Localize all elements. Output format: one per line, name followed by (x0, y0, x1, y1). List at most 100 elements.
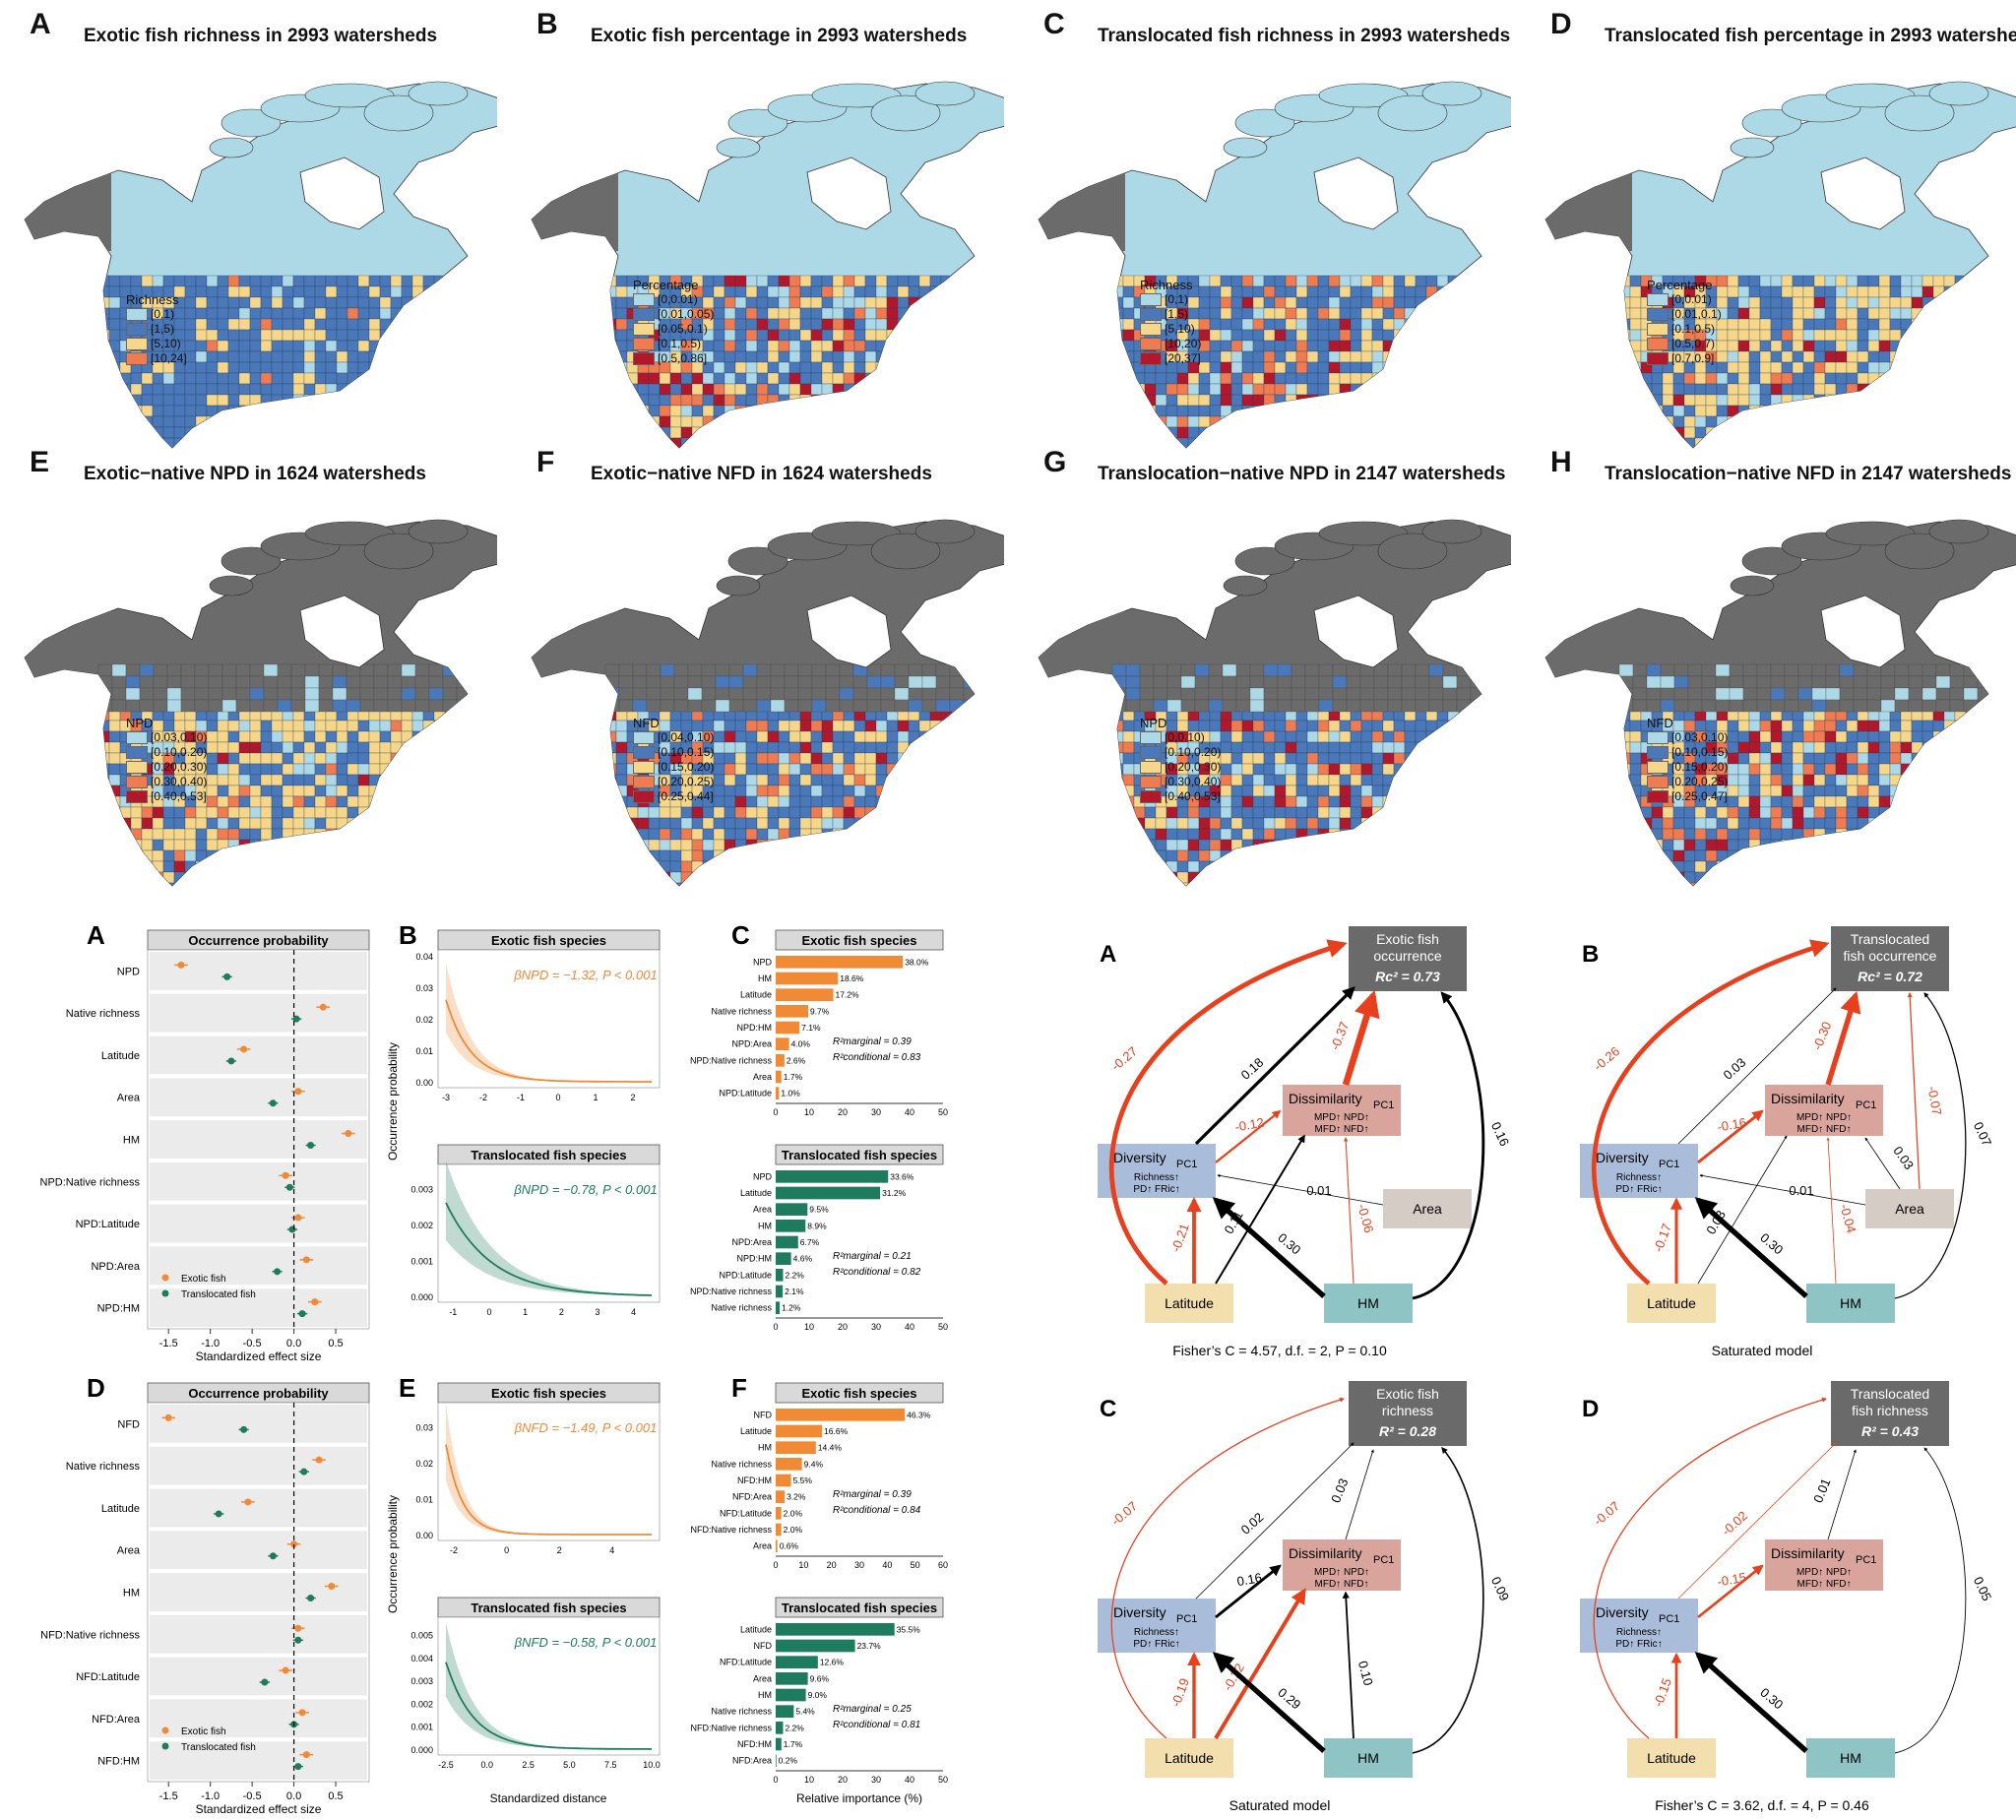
watershed-cell (1222, 687, 1237, 701)
watershed-cell (1802, 296, 1815, 309)
watershed-cell (1976, 275, 1988, 287)
watershed-cell (174, 449, 185, 458)
watershed-cell (832, 795, 845, 808)
watershed-cell (1965, 394, 1978, 407)
watershed-cell (368, 383, 381, 396)
watershed-cell (97, 849, 110, 862)
watershed-cell (853, 405, 866, 417)
watershed-cell (756, 860, 769, 873)
watershed-cell (843, 860, 855, 873)
watershed-cell (455, 372, 468, 385)
watershed-cell (238, 817, 251, 830)
watershed-cell (1480, 449, 1491, 458)
watershed-cell (1198, 383, 1211, 396)
watershed-cell (1867, 340, 1880, 352)
watershed-cell (702, 871, 715, 884)
watershed-cell (951, 774, 964, 786)
watershed-cell (821, 329, 834, 342)
watershed-cell (745, 828, 758, 841)
watershed-cell (1748, 296, 1761, 309)
watershed-cell (669, 806, 682, 819)
watershed-cell (433, 340, 446, 352)
watershed-cell (1371, 372, 1384, 385)
watershed-cell (866, 675, 882, 689)
watershed-cell (1987, 449, 1998, 458)
watershed-cell (821, 741, 834, 754)
watershed-cell (974, 449, 984, 458)
watershed-cell (153, 687, 168, 701)
watershed-cell (455, 882, 468, 886)
watershed-cell (734, 275, 747, 287)
watershed-cell (908, 795, 920, 808)
watershed-cell (669, 383, 682, 396)
watershed-cell (1672, 383, 1685, 396)
watershed-cell (218, 894, 228, 896)
watershed-cell (659, 394, 671, 407)
watershed-cell (325, 882, 338, 886)
watershed-cell (455, 720, 468, 732)
watershed-cell (616, 894, 627, 896)
watershed-cell (314, 817, 327, 830)
watershed-cell (250, 449, 261, 458)
watershed-cell (1436, 361, 1449, 374)
watershed-cell (778, 426, 790, 439)
watershed-cell (918, 774, 931, 786)
watershed-cell (1328, 860, 1341, 873)
watershed-cell (1425, 795, 1438, 808)
watershed-cell (1382, 372, 1395, 385)
watershed-cell (680, 849, 693, 862)
watershed-cell (1285, 437, 1297, 448)
watershed-cell (1295, 860, 1308, 873)
watershed-cell (1382, 795, 1395, 808)
watershed-cell (1346, 687, 1361, 701)
map-legend: NFD [0.04,0.10) [0.10,0.15) [0.15,0.20) [0.2… (633, 716, 714, 804)
watershed-cell (1328, 871, 1341, 884)
watershed-cell (648, 426, 661, 439)
watershed-cell (166, 687, 182, 701)
watershed-cell (357, 720, 370, 732)
watershed-cell (843, 372, 855, 385)
watershed-cell (1274, 806, 1287, 819)
watershed-cell (227, 372, 240, 385)
watershed-cell (864, 752, 877, 765)
legend-item: [0,0.10) (1140, 730, 1221, 745)
watershed-cell (1425, 340, 1438, 352)
watershed-cell (951, 426, 964, 439)
watershed-cell (227, 871, 240, 884)
legend-label: [0.10,0.20) (151, 745, 208, 759)
watershed-cell (940, 795, 953, 808)
watershed-cell (1965, 285, 1978, 298)
watershed-cell (1922, 361, 1934, 374)
watershed-cell (1629, 882, 1642, 886)
watershed-cell (844, 894, 854, 896)
watershed-cell (1922, 372, 1934, 385)
watershed-cell (1317, 849, 1330, 862)
watershed-cell (1425, 437, 1438, 448)
watershed-cell (669, 426, 682, 439)
watershed-cell (853, 394, 866, 407)
watershed-cell (713, 361, 725, 374)
watershed-cell (1428, 687, 1444, 701)
watershed-cell (1360, 426, 1373, 439)
watershed-cell (1447, 817, 1460, 830)
watershed-cell (1663, 449, 1673, 458)
watershed-cell (1922, 285, 1934, 298)
watershed-cell (865, 894, 876, 896)
watershed-cell (843, 784, 855, 797)
watershed-cell (444, 296, 457, 309)
watershed-cell (249, 340, 262, 352)
watershed-cell (282, 720, 294, 732)
watershed-cell (1976, 405, 1988, 417)
watershed-cell (249, 817, 262, 830)
watershed-cell (1241, 784, 1254, 797)
watershed-cell (1382, 307, 1395, 320)
watershed-cell (1274, 285, 1287, 298)
watershed-cell (1199, 894, 1210, 896)
watershed-cell (422, 763, 435, 776)
watershed-cell (141, 372, 154, 385)
watershed-cell (1350, 839, 1362, 851)
watershed-cell (660, 894, 670, 896)
watershed-cell (767, 839, 780, 851)
watershed-cell (325, 752, 338, 765)
watershed-cell (466, 828, 478, 841)
